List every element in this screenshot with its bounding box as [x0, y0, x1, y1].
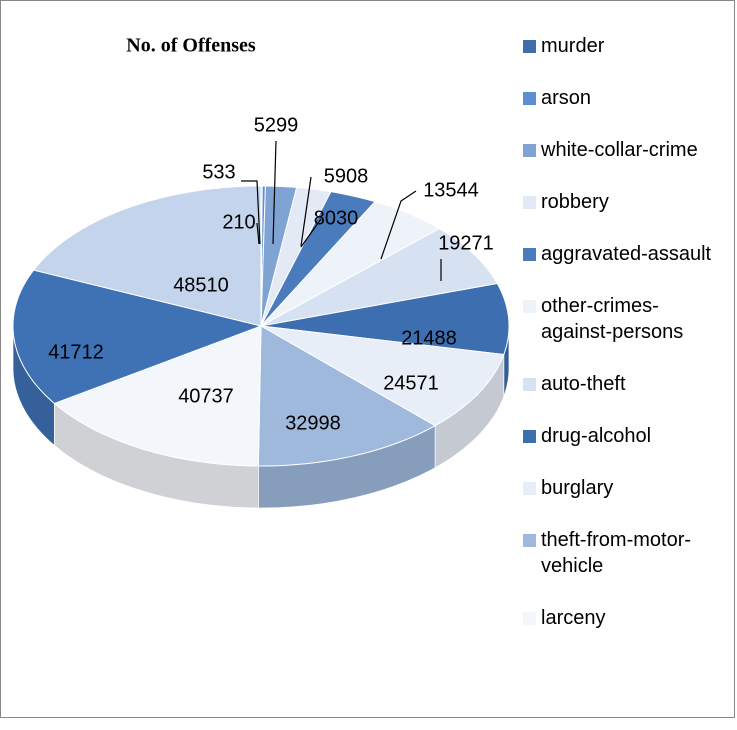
- chart: No. of Offenses 210 533 5299 5908 8030 13544 1…: [12, 35, 510, 509]
- legend-swatch: [523, 300, 536, 313]
- legend-swatch: [523, 40, 536, 53]
- slice: [12, 269, 263, 405]
- legend-label: murder: [541, 35, 605, 57]
- legend-label: other-crimes-against-persons: [541, 295, 684, 343]
- leader-line: [300, 218, 322, 248]
- slice: [260, 191, 376, 327]
- data-label: 533: [202, 161, 235, 183]
- slice: [260, 282, 510, 356]
- data-label: 5299: [254, 114, 299, 136]
- legend-label: larceny: [541, 607, 606, 629]
- data-label: 19271: [438, 232, 494, 254]
- legend-swatch: [523, 378, 536, 391]
- data-label: 8030: [314, 207, 359, 229]
- slice: [260, 228, 499, 327]
- legend-item: aggravated-assault: [523, 241, 723, 267]
- slice: [260, 201, 441, 327]
- legend-label: theft-from-motor-vehicle: [541, 529, 692, 577]
- legend-item: theft-from-motor-vehicle: [523, 527, 723, 579]
- legend-label: aggravated-assault: [541, 243, 712, 265]
- legend-item: robbery: [523, 189, 723, 215]
- legend-swatch: [523, 248, 536, 261]
- legend-swatch: [523, 196, 536, 209]
- data-label: 48510: [173, 274, 229, 296]
- legend-swatch: [523, 92, 536, 105]
- slice: [260, 325, 505, 427]
- legend-label: white-collar-crime: [541, 139, 698, 161]
- data-label: 210: [222, 211, 255, 233]
- legend-item: larceny: [523, 605, 723, 631]
- slice: [53, 325, 262, 467]
- legend-label: auto-theft: [541, 373, 626, 395]
- data-label: 13544: [423, 179, 479, 201]
- leader-line: [241, 180, 261, 245]
- leader-line: [272, 140, 277, 245]
- legend-item: burglary: [523, 475, 723, 501]
- leader-line: [380, 190, 417, 260]
- legend-label: drug-alcohol: [541, 425, 652, 447]
- data-label: 5908: [324, 165, 369, 187]
- legend-item: arson: [523, 85, 723, 111]
- chart-title: No. of Offenses: [126, 35, 256, 57]
- legend-swatch: [523, 482, 536, 495]
- legend: murder arson white-collar-crime robbery aggr…: [523, 33, 723, 657]
- slice: [257, 325, 437, 467]
- legend-swatch: [523, 144, 536, 157]
- legend-item: white-collar-crime: [523, 137, 723, 163]
- legend-label: arson: [541, 87, 592, 109]
- leader-line: [300, 176, 312, 247]
- legend-item: auto-theft: [523, 371, 723, 397]
- legend-swatch: [523, 612, 536, 625]
- data-label: 41712: [48, 341, 104, 363]
- legend-item: drug-alcohol: [523, 423, 723, 449]
- leader-line: [256, 222, 260, 245]
- data-label: 24571: [383, 372, 439, 394]
- data-label: 40737: [178, 385, 234, 407]
- legend-swatch: [523, 430, 536, 443]
- legend-label: burglary: [541, 477, 614, 499]
- legend-item: other-crimes-against-persons: [523, 293, 723, 345]
- legend-swatch: [523, 534, 536, 547]
- slice: [32, 185, 262, 327]
- data-label: 32998: [285, 412, 341, 434]
- legend-item: murder: [523, 33, 723, 59]
- legend-label: robbery: [541, 191, 609, 213]
- data-label: 21488: [401, 327, 457, 349]
